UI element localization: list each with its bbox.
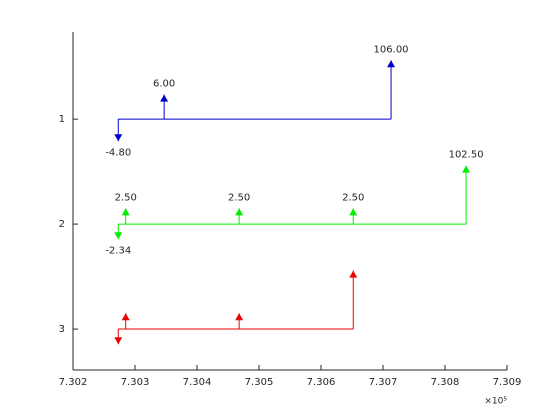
- y-tick-label: 1: [59, 114, 65, 125]
- cash-flow-arrow: [114, 119, 123, 142]
- value-label: 106.00: [374, 44, 409, 55]
- arrow-head: [349, 208, 358, 216]
- x-tick-label: 7.306: [307, 377, 336, 388]
- x-tick-label: 7.305: [245, 377, 274, 388]
- cash-flow-arrow: [121, 208, 130, 225]
- arrow-head: [462, 165, 471, 173]
- x-tick-label: 7.309: [493, 377, 522, 388]
- value-label: 2.50: [115, 192, 137, 203]
- x-tick-label: 7.308: [431, 377, 460, 388]
- value-label: 6.00: [153, 79, 175, 90]
- x-tick-label: 7.304: [183, 377, 212, 388]
- arrow-head: [114, 134, 123, 142]
- arrow-head: [114, 232, 123, 240]
- arrow-head: [160, 94, 169, 102]
- arrow-head: [387, 60, 396, 68]
- cash-flow-arrow: [121, 313, 130, 330]
- y-tick-label: 2: [59, 219, 65, 230]
- cash-flow-arrow: [114, 329, 123, 345]
- cash-flow-arrow: [160, 94, 169, 120]
- value-label: -4.80: [105, 147, 131, 158]
- x-tick-label: 7.303: [121, 377, 150, 388]
- value-label: -2.34: [105, 245, 131, 256]
- arrow-head: [349, 270, 358, 278]
- cash-flow-arrow: [235, 208, 244, 225]
- arrow-head: [121, 313, 130, 321]
- arrow-head: [114, 337, 123, 345]
- cash-flow-arrow: [235, 313, 244, 330]
- value-label: 2.50: [228, 192, 250, 203]
- cash-flow-arrow: [349, 270, 358, 330]
- value-label: 102.50: [449, 150, 484, 161]
- arrow-head: [235, 313, 244, 321]
- cash-flow-arrow: [387, 60, 396, 120]
- arrow-head: [121, 208, 130, 216]
- y-tick-label: 3: [59, 324, 65, 335]
- x-tick-label: 7.302: [59, 377, 88, 388]
- value-label: 2.50: [342, 192, 364, 203]
- cash-flow-arrow: [114, 224, 123, 240]
- x-exponent-label: ×10⁵: [484, 397, 507, 407]
- cash-flow-arrow: [349, 208, 358, 225]
- cash-flow-arrow: [462, 165, 471, 225]
- arrow-head: [235, 208, 244, 216]
- x-tick-label: 7.307: [369, 377, 398, 388]
